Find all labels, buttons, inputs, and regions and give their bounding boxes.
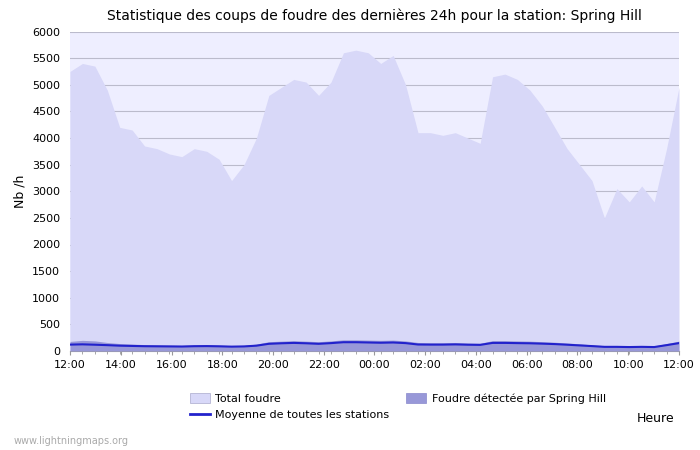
Text: Heure: Heure [637,412,675,425]
Title: Statistique des coups de foudre des dernières 24h pour la station: Spring Hill: Statistique des coups de foudre des dern… [107,9,642,23]
Legend: Total foudre, Moyenne de toutes les stations, Foudre détectée par Spring Hill: Total foudre, Moyenne de toutes les stat… [186,388,610,424]
Y-axis label: Nb /h: Nb /h [13,175,27,208]
Text: www.lightningmaps.org: www.lightningmaps.org [14,436,129,446]
